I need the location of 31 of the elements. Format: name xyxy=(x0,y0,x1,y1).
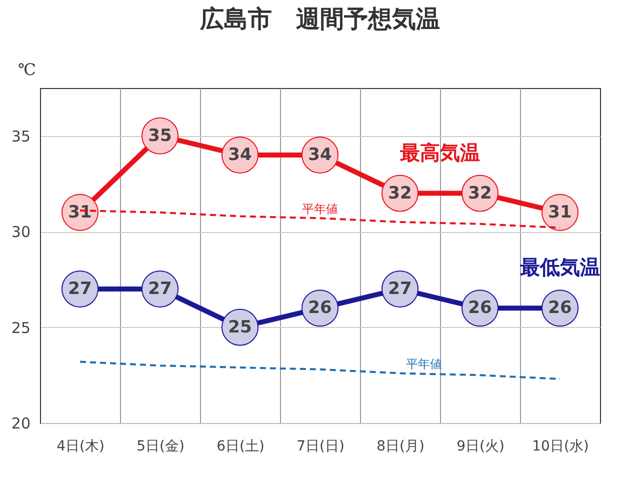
data-label: 26 xyxy=(468,298,492,318)
y-tick-label: 35 xyxy=(11,127,30,146)
data-label: 35 xyxy=(148,126,172,146)
data-label: 26 xyxy=(548,298,572,318)
data-label: 34 xyxy=(228,145,252,165)
data-label: 26 xyxy=(308,298,332,318)
chart-title: 広島市 週間予想気温 xyxy=(199,5,440,33)
series-label: 最低気温 xyxy=(519,255,600,280)
data-label: 25 xyxy=(228,317,252,338)
data-label: 32 xyxy=(468,183,492,204)
y-tick-label: 30 xyxy=(11,223,30,242)
y-tick-label: 20 xyxy=(11,414,30,432)
series-label: 平年値 xyxy=(406,357,442,372)
data-label: 27 xyxy=(68,279,92,299)
series-label: 最高気温 xyxy=(399,140,480,164)
y-tick-label: 25 xyxy=(11,318,30,337)
data-label: 32 xyxy=(388,183,412,204)
data-label: 27 xyxy=(148,279,172,299)
x-tick-label: 4日(木) xyxy=(56,438,104,454)
x-tick-label: 6日(土) xyxy=(216,438,264,454)
x-tick-label: 7日(日) xyxy=(296,438,344,454)
x-tick-label: 5日(金) xyxy=(136,438,184,454)
x-tick-label: 10日(水) xyxy=(532,438,589,454)
data-label: 34 xyxy=(308,145,332,165)
x-tick-label: 8日(月) xyxy=(376,438,424,454)
data-label: 31 xyxy=(68,202,92,222)
x-tick-label: 9日(火) xyxy=(456,438,504,454)
data-label: 27 xyxy=(388,279,412,299)
data-label: 31 xyxy=(548,202,572,222)
y-axis-title: ℃ xyxy=(18,60,36,79)
series-label: 平年値 xyxy=(302,202,338,216)
